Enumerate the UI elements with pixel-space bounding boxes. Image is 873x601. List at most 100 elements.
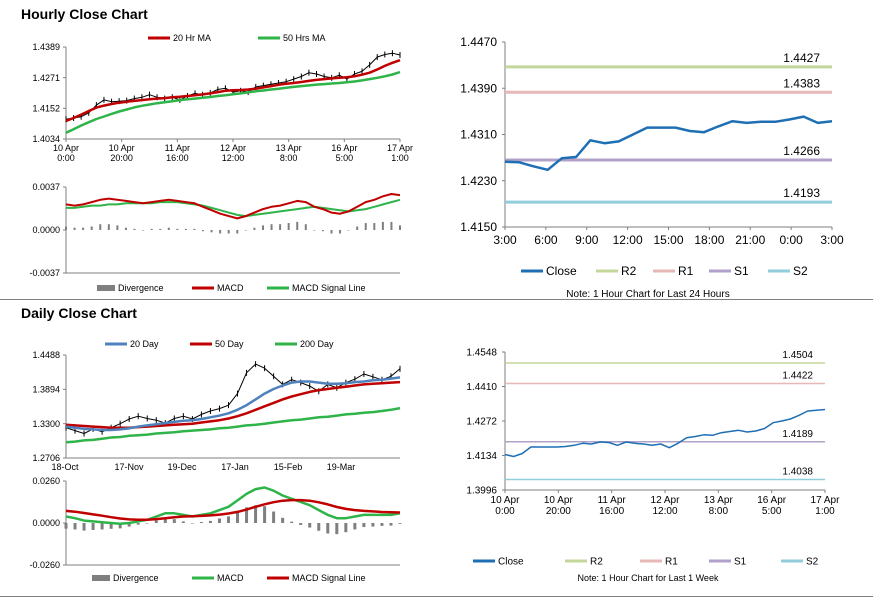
daily-macd-ytick-label: 0.0260: [32, 476, 60, 486]
hourly-divergence-bar: [176, 228, 179, 230]
daily-price-ytick-label: 1.3300: [32, 419, 60, 429]
hourly-levels-xtick-label: 21:00: [735, 233, 765, 247]
hourly-price-xtick-label: 0:00: [57, 153, 75, 163]
hourly-divergence-bar: [296, 221, 299, 230]
hourly-divergence-bar: [330, 230, 333, 234]
hourly-levels-ytick-label: 1.4150: [460, 220, 497, 234]
daily-levels-xtick-label: 10 Apr: [491, 495, 521, 506]
hourly-levels-s1-level-label: 1.4266: [783, 144, 820, 158]
daily-divergence-bar: [82, 523, 86, 531]
hourly-divergence-bar: [159, 228, 162, 230]
hourly-divergence-bar: [244, 230, 247, 231]
daily-levels-xtick-label: 13 Apr: [704, 495, 734, 506]
hourly-price-xtick-label: 11 Apr: [165, 143, 190, 153]
hourly-macd-legend-swatch: [97, 285, 115, 291]
hourly-price-ytick-label: 1.4389: [32, 42, 60, 52]
daily-price-legend-label: 200 Day: [300, 339, 334, 349]
daily-divergence-bar: [326, 523, 330, 534]
hourly-levels-close-line: [504, 115, 833, 172]
daily-macd-ytick-label: 0.0000: [32, 518, 60, 528]
hourly-levels-xtick-label: 0:00: [779, 233, 803, 247]
hourly-price-xtick-label: 13 Apr: [276, 143, 302, 153]
hourly-levels-xtick-label: 12:00: [613, 233, 643, 247]
daily-levels-xtick-label: 17 Apr: [811, 495, 841, 506]
hourly-price-xtick-label: 8:00: [280, 153, 298, 163]
hourly-divergence-bar: [202, 230, 205, 232]
daily-levels-xtick-label: 16 Apr: [757, 495, 787, 506]
bottom-divider: [0, 596, 873, 597]
daily-price-ytick-label: 1.4488: [32, 350, 60, 360]
daily-divergence-bar: [190, 523, 194, 524]
daily-divergence-bar: [91, 523, 95, 530]
daily-levels-legend-label: R1: [665, 557, 678, 568]
daily-price-xtick-label: 17-Nov: [114, 462, 144, 472]
daily-divergence-bar: [371, 523, 375, 527]
daily-levels-ytick-label: 1.3996: [466, 486, 497, 497]
hourly-price-legend-label: 20 Hr MA: [173, 33, 211, 43]
daily-divergence-bar: [308, 523, 312, 528]
hourly-levels-legend-label: S2: [793, 264, 808, 278]
daily-levels-s1-level-label: 1.4189: [782, 429, 813, 440]
hourly-price-legend-label: 50 Hrs MA: [283, 33, 326, 43]
hourly-divergence-bar: [356, 226, 359, 230]
hourly-divergence-bar: [347, 230, 350, 231]
daily-divergence-bar: [272, 511, 276, 523]
hourly-divergence-bar: [73, 227, 76, 230]
daily-levels-note: Note: 1 Hour Chart for Last 1 Week: [578, 573, 719, 583]
hourly-levels-ytick-label: 1.4230: [460, 174, 497, 188]
daily-levels-xtick-label: 20:00: [546, 506, 571, 517]
hourly-divergence-bar: [184, 228, 187, 230]
daily-200day-ma-line: [65, 406, 401, 444]
hourly-section-title: Hourly Close Chart: [21, 6, 148, 22]
hourly-price-xtick-label: 16 Apr: [331, 143, 357, 153]
daily-50day-ma-line: [65, 380, 401, 429]
hourly-divergence-bar: [82, 227, 85, 230]
hourly-macd-ytick-label: 0.0000: [32, 225, 60, 235]
hourly-price-xtick-label: 10 Apr: [109, 143, 135, 153]
daily-divergence-bar: [335, 523, 339, 535]
daily-divergence-bar: [353, 523, 357, 530]
hourly-50hr-ma-line: [65, 70, 401, 134]
daily-price-xtick-label: 17-Jan: [221, 462, 249, 472]
daily-macd-line: [65, 486, 401, 526]
hourly-divergence-bar: [236, 230, 239, 234]
daily-macd-signal-line: [65, 498, 401, 522]
daily-section-title: Daily Close Chart: [21, 305, 137, 321]
hourly-levels-ytick-label: 1.4310: [460, 128, 497, 142]
hourly-divergence-bar: [210, 230, 213, 233]
hourly-levels-s2-level-label: 1.4193: [783, 186, 820, 200]
hourly-levels-r1-level-label: 1.4383: [783, 76, 820, 90]
hourly-levels-xtick-label: 6:00: [534, 233, 558, 247]
daily-divergence-bar: [245, 507, 249, 523]
daily-levels-ytick-label: 1.4272: [466, 417, 497, 428]
daily-levels-legend-label: S2: [806, 557, 819, 568]
daily-levels-r2-level-label: 1.4504: [782, 350, 813, 361]
daily-macd-legend-label: MACD Signal Line: [292, 573, 366, 583]
hourly-divergence-bar: [373, 223, 376, 230]
hourly-divergence-bar: [90, 226, 93, 230]
daily-price-ytick-label: 1.2706: [32, 453, 60, 463]
daily-divergence-bar: [299, 523, 303, 525]
hourly-price-ytick-label: 1.4152: [32, 103, 60, 113]
daily-divergence-bar: [136, 523, 140, 525]
hourly-levels-xtick-label: 3:00: [493, 233, 517, 247]
hourly-divergence-bar: [321, 230, 324, 232]
hourly-divergence-bar: [261, 225, 264, 230]
hourly-levels-ytick-label: 1.4390: [460, 81, 497, 95]
daily-divergence-bar: [217, 518, 221, 523]
daily-divergence-bar: [181, 521, 185, 523]
daily-divergence-bar: [317, 523, 321, 531]
daily-price-xtick-label: 18-Oct: [51, 462, 79, 472]
hourly-price-xtick-label: 17 Apr: [387, 143, 413, 153]
hourly-price-xtick-label: 5:00: [336, 153, 354, 163]
hourly-price-bar-line: [65, 52, 401, 120]
daily-levels-legend-label: Close: [498, 557, 524, 568]
daily-divergence-bar: [226, 516, 230, 523]
hourly-divergence-bar: [142, 230, 145, 231]
daily-divergence-bar: [199, 522, 203, 523]
daily-macd-legend-label: MACD: [217, 573, 244, 583]
hourly-divergence-bar: [364, 223, 367, 230]
daily-divergence-bar: [172, 519, 176, 523]
daily-divergence-bar: [64, 523, 68, 529]
section-divider: [0, 299, 873, 300]
